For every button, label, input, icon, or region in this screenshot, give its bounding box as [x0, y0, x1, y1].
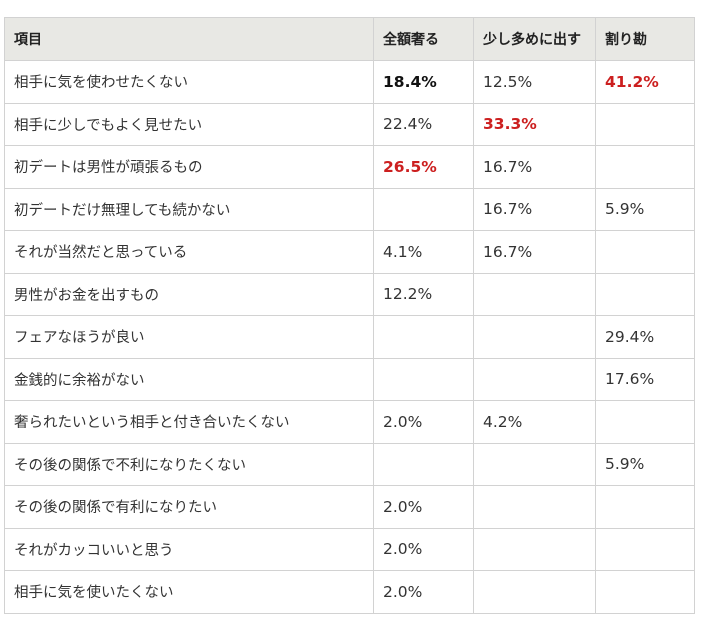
table-row: 初デートは男性が頑張るもの 26.5% 16.7% — [4, 145, 695, 189]
split-cell: 29.4% — [595, 315, 695, 359]
split-cell — [595, 400, 695, 444]
table-row: その後の関係で有利になりたい 2.0% — [4, 485, 695, 529]
pay-more-cell — [473, 485, 596, 529]
item-cell: 金銭的に余裕がない — [4, 357, 374, 401]
table-row: 金銭的に余裕がない 17.6% — [4, 357, 695, 401]
full-treat-cell: 2.0% — [373, 570, 474, 614]
table-header: 項目 全額奢る 少し多めに出す 割り勘 — [4, 17, 695, 61]
item-cell: それが当然だと思っている — [4, 230, 374, 274]
table-row: その後の関係で不利になりたくない 5.9% — [4, 442, 695, 486]
table-row: 男性がお金を出すもの 12.2% — [4, 272, 695, 316]
pay-more-cell: 16.7% — [473, 145, 596, 189]
full-treat-cell — [373, 442, 474, 486]
item-cell: フェアなほうが良い — [4, 315, 374, 359]
full-treat-cell — [373, 187, 474, 231]
pay-more-cell — [473, 272, 596, 316]
table-row: フェアなほうが良い 29.4% — [4, 315, 695, 359]
split-cell: 5.9% — [595, 187, 695, 231]
item-cell: 相手に少しでもよく見せたい — [4, 102, 374, 146]
full-treat-cell: 2.0% — [373, 527, 474, 571]
pay-more-cell: 12.5% — [473, 60, 596, 104]
split-cell — [595, 570, 695, 614]
full-treat-cell: 2.0% — [373, 485, 474, 529]
full-treat-cell: 12.2% — [373, 272, 474, 316]
item-cell: 初デートだけ無理しても続かない — [4, 187, 374, 231]
full-treat-cell: 22.4% — [373, 102, 474, 146]
table-row: 相手に少しでもよく見せたい 22.4% 33.3% — [4, 102, 695, 146]
item-cell: 奢られたいという相手と付き合いたくない — [4, 400, 374, 444]
pay-more-cell — [473, 570, 596, 614]
pay-more-cell — [473, 315, 596, 359]
full-treat-cell: 4.1% — [373, 230, 474, 274]
split-cell — [595, 485, 695, 529]
survey-table: 項目 全額奢る 少し多めに出す 割り勘 相手に気を使わせたくない 18.4% 1… — [4, 17, 695, 614]
header-full-treat: 全額奢る — [373, 17, 474, 61]
table-body: 相手に気を使わせたくない 18.4% 12.5% 41.2% 相手に少しでもよく… — [4, 60, 695, 614]
split-cell: 5.9% — [595, 442, 695, 486]
split-cell — [595, 230, 695, 274]
header-pay-more: 少し多めに出す — [473, 17, 596, 61]
pay-more-cell — [473, 442, 596, 486]
item-cell: それがカッコいいと思う — [4, 527, 374, 571]
full-treat-cell: 18.4% — [373, 60, 474, 104]
item-cell: 男性がお金を出すもの — [4, 272, 374, 316]
pay-more-cell: 16.7% — [473, 187, 596, 231]
split-cell — [595, 102, 695, 146]
split-cell — [595, 145, 695, 189]
item-cell: 相手に気を使いたくない — [4, 570, 374, 614]
pay-more-cell — [473, 527, 596, 571]
item-cell: 初デートは男性が頑張るもの — [4, 145, 374, 189]
full-treat-cell — [373, 357, 474, 401]
pay-more-cell: 4.2% — [473, 400, 596, 444]
table-row: 初デートだけ無理しても続かない 16.7% 5.9% — [4, 187, 695, 231]
item-cell: その後の関係で不利になりたくない — [4, 442, 374, 486]
header-split: 割り勘 — [595, 17, 695, 61]
pay-more-cell — [473, 357, 596, 401]
pay-more-cell: 16.7% — [473, 230, 596, 274]
table-row: 奢られたいという相手と付き合いたくない 2.0% 4.2% — [4, 400, 695, 444]
full-treat-cell: 2.0% — [373, 400, 474, 444]
full-treat-cell — [373, 315, 474, 359]
table-row: それが当然だと思っている 4.1% 16.7% — [4, 230, 695, 274]
pay-more-cell: 33.3% — [473, 102, 596, 146]
split-cell — [595, 527, 695, 571]
table-row: それがカッコいいと思う 2.0% — [4, 527, 695, 571]
split-cell: 41.2% — [595, 60, 695, 104]
header-row: 項目 全額奢る 少し多めに出す 割り勘 — [4, 17, 695, 61]
table-row: 相手に気を使いたくない 2.0% — [4, 570, 695, 614]
item-cell: 相手に気を使わせたくない — [4, 60, 374, 104]
header-item: 項目 — [4, 17, 374, 61]
split-cell — [595, 272, 695, 316]
item-cell: その後の関係で有利になりたい — [4, 485, 374, 529]
table-row: 相手に気を使わせたくない 18.4% 12.5% 41.2% — [4, 60, 695, 104]
full-treat-cell: 26.5% — [373, 145, 474, 189]
split-cell: 17.6% — [595, 357, 695, 401]
